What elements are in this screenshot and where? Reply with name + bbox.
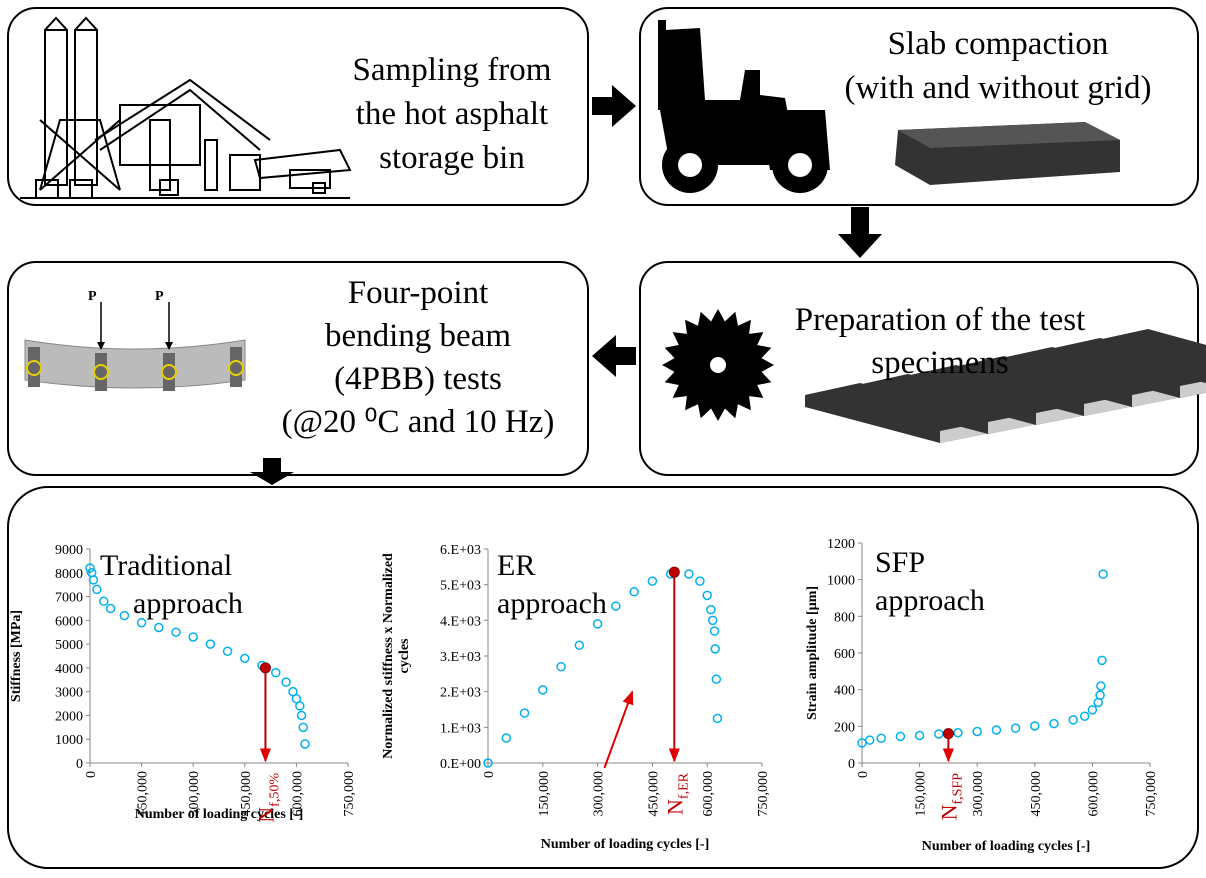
y-tick-label: 3000 [55, 686, 83, 701]
step-text: Preparation of the test [795, 302, 1086, 338]
arrow [592, 335, 636, 377]
chart-title: approach [875, 584, 985, 617]
process-diagram: P P Sampling from the hot asphalt storag… [0, 0, 1206, 873]
x-tick-label: 150,000 [537, 771, 552, 817]
x-tick-label: 300,000 [592, 771, 607, 817]
y-tick-label: 0 [848, 757, 855, 772]
y-tick-label: 600 [834, 647, 855, 662]
y-tick-label: 6.E+03 [440, 543, 481, 558]
y-tick-label: 5000 [55, 638, 83, 653]
annotation-main: N [662, 799, 687, 815]
annotation-sub: f,SFP [950, 773, 965, 805]
y-axis-label: Normalized stiffness x Normalized [381, 553, 396, 759]
y-tick-label: 9000 [55, 543, 83, 558]
y-tick-label: 1200 [827, 537, 855, 552]
x-tick-label: 600,000 [1086, 771, 1101, 817]
x-tick-label: 600,000 [701, 771, 716, 817]
y-tick-label: 200 [834, 720, 855, 735]
x-tick-label: 0 [482, 771, 497, 778]
x-axis-label: Number of loading cycles [-] [922, 839, 1091, 854]
annotation-sub: f,50% [267, 773, 282, 807]
step-text: storage bin [379, 140, 525, 176]
y-tick-label: 4000 [55, 662, 83, 677]
x-axis-label: Number of loading cycles [-] [541, 837, 710, 852]
arrow [592, 85, 636, 127]
step-text: Sampling from [353, 52, 552, 88]
annotation-main: N [936, 804, 961, 820]
y-tick-label: 4.E+03 [440, 614, 481, 629]
y-tick-label: 0 [76, 757, 83, 772]
x-tick-label: 300,000 [971, 771, 986, 817]
y-tick-label: 800 [834, 610, 855, 625]
chart-title: ER [497, 549, 535, 582]
saw-hole [710, 357, 726, 373]
x-tick-label: 0 [84, 771, 99, 778]
y-tick-label: 1000 [827, 574, 855, 589]
step-text: (with and without grid) [844, 70, 1151, 106]
x-tick-label: 0 [856, 771, 871, 778]
step-text: the hot asphalt [356, 96, 548, 132]
y-axis-label: Strain amplitude [µm] [805, 586, 820, 720]
chart-title: Traditional [100, 549, 232, 582]
step-text: (@20 ⁰C and 10 Hz) [282, 404, 555, 440]
x-tick-label: 750,000 [1144, 771, 1159, 817]
step-text: specimens [871, 345, 1008, 381]
x-tick-label: 150,000 [914, 771, 929, 817]
y-axis-label: cycles [397, 638, 412, 674]
y-axis-label: Stiffness [MPa] [9, 610, 24, 702]
arrow [838, 207, 882, 258]
y-tick-label: 3.E+03 [440, 650, 481, 665]
y-tick-label: 1.E+03 [440, 721, 481, 736]
x-tick-label: 750,000 [756, 771, 771, 817]
y-tick-label: 6000 [55, 614, 83, 629]
y-tick-label: 2000 [55, 709, 83, 724]
x-tick-label: 750,000 [342, 771, 357, 817]
load-label: P [155, 289, 164, 304]
step-text: (4PBB) tests [334, 361, 502, 397]
y-tick-label: 7000 [55, 591, 83, 606]
step-text: Slab compaction [888, 26, 1109, 62]
y-tick-label: 0.E+00 [440, 757, 481, 772]
y-tick-label: 8000 [55, 567, 83, 582]
chart-title: approach [497, 587, 607, 620]
y-tick-label: 1000 [55, 733, 83, 748]
step-text: Four-point [348, 275, 489, 311]
annotation-sub: f,ER [676, 772, 691, 799]
y-tick-label: 2.E+03 [440, 686, 481, 701]
x-tick-label: 450,000 [646, 771, 661, 817]
annotation-main: N [253, 807, 278, 823]
x-tick-label: 450,000 [1029, 771, 1044, 817]
step-text: bending beam [325, 318, 511, 354]
highlight-point [669, 567, 679, 577]
wheel-hub [678, 153, 702, 177]
chart-title: SFP [875, 546, 925, 579]
y-tick-label: 5.E+03 [440, 579, 481, 594]
highlight-point [260, 663, 270, 673]
y-tick-label: 400 [834, 684, 855, 699]
wheel-hub [788, 153, 812, 177]
chart-title: approach [133, 587, 243, 620]
highlight-point [943, 729, 953, 739]
load-label: P [88, 289, 97, 304]
